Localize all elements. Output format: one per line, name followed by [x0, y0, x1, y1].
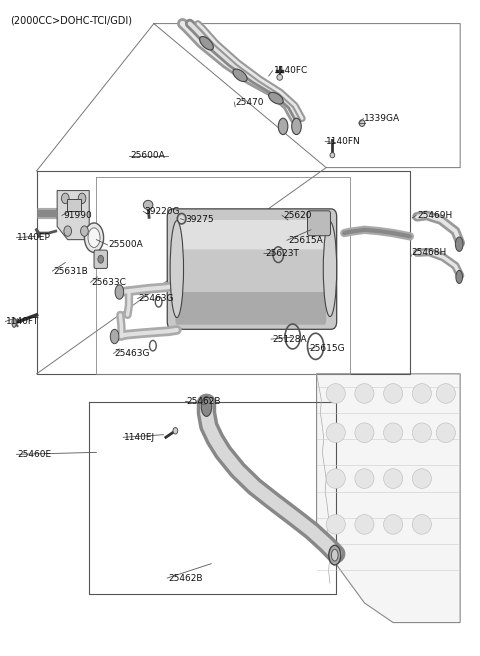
- Ellipse shape: [384, 384, 403, 403]
- Text: 25631B: 25631B: [53, 266, 88, 276]
- Circle shape: [61, 193, 69, 203]
- Text: (2000CC>DOHC-TCI/GDI): (2000CC>DOHC-TCI/GDI): [10, 15, 132, 25]
- Ellipse shape: [170, 220, 183, 318]
- Text: 1140EJ: 1140EJ: [124, 433, 156, 442]
- Ellipse shape: [412, 384, 432, 403]
- Ellipse shape: [200, 37, 214, 50]
- Ellipse shape: [115, 285, 124, 299]
- Text: 25469H: 25469H: [417, 211, 452, 220]
- Ellipse shape: [179, 216, 184, 222]
- Text: 1140EP: 1140EP: [17, 233, 51, 242]
- Ellipse shape: [173, 428, 178, 434]
- FancyBboxPatch shape: [175, 292, 326, 325]
- Text: 91990: 91990: [63, 211, 92, 220]
- Ellipse shape: [233, 69, 247, 81]
- Ellipse shape: [412, 469, 432, 488]
- Ellipse shape: [355, 514, 374, 534]
- Circle shape: [64, 226, 72, 236]
- Text: 25462B: 25462B: [168, 573, 203, 583]
- Ellipse shape: [88, 228, 100, 247]
- Text: 25468H: 25468H: [411, 248, 446, 257]
- Ellipse shape: [12, 318, 16, 327]
- Ellipse shape: [384, 514, 403, 534]
- Ellipse shape: [326, 469, 345, 488]
- Ellipse shape: [355, 469, 374, 488]
- Text: 39275: 39275: [185, 215, 214, 224]
- Ellipse shape: [384, 469, 403, 488]
- Ellipse shape: [412, 514, 432, 534]
- Ellipse shape: [326, 384, 345, 403]
- Text: 25633C: 25633C: [92, 277, 127, 287]
- Ellipse shape: [326, 514, 345, 534]
- Text: 25462B: 25462B: [186, 397, 221, 406]
- FancyBboxPatch shape: [67, 199, 81, 211]
- Text: 1339GA: 1339GA: [364, 114, 401, 123]
- Polygon shape: [57, 190, 89, 239]
- Ellipse shape: [384, 423, 403, 443]
- Ellipse shape: [359, 120, 365, 127]
- Ellipse shape: [144, 200, 153, 209]
- Ellipse shape: [84, 223, 104, 253]
- Text: 25615G: 25615G: [309, 344, 345, 354]
- Ellipse shape: [436, 423, 456, 443]
- FancyBboxPatch shape: [308, 211, 330, 236]
- Ellipse shape: [355, 423, 374, 443]
- Circle shape: [98, 255, 104, 263]
- Text: 25623T: 25623T: [265, 249, 299, 258]
- Text: 25600A: 25600A: [130, 152, 165, 160]
- Text: 39220G: 39220G: [144, 207, 180, 216]
- Ellipse shape: [269, 92, 283, 104]
- Text: 25620: 25620: [283, 211, 312, 220]
- Ellipse shape: [331, 549, 338, 561]
- FancyBboxPatch shape: [175, 220, 326, 249]
- Ellipse shape: [201, 397, 212, 417]
- Ellipse shape: [292, 118, 301, 134]
- Ellipse shape: [323, 222, 336, 317]
- Text: 1140FN: 1140FN: [326, 137, 361, 146]
- Text: 25615A: 25615A: [288, 236, 323, 245]
- Ellipse shape: [436, 384, 456, 403]
- FancyBboxPatch shape: [94, 250, 108, 268]
- Ellipse shape: [412, 423, 432, 443]
- Ellipse shape: [326, 423, 345, 443]
- Ellipse shape: [277, 74, 283, 80]
- Ellipse shape: [329, 545, 341, 565]
- Text: 1140FT: 1140FT: [6, 317, 40, 326]
- Ellipse shape: [330, 153, 335, 158]
- Text: 25460E: 25460E: [17, 450, 51, 459]
- Ellipse shape: [355, 384, 374, 403]
- Ellipse shape: [278, 118, 288, 134]
- Ellipse shape: [456, 270, 463, 283]
- Polygon shape: [317, 374, 460, 623]
- Circle shape: [81, 226, 88, 236]
- Text: 25463G: 25463G: [139, 294, 174, 303]
- Ellipse shape: [456, 237, 463, 251]
- Ellipse shape: [110, 329, 119, 344]
- Text: 25500A: 25500A: [108, 240, 143, 249]
- FancyBboxPatch shape: [167, 209, 336, 329]
- Circle shape: [78, 193, 86, 203]
- Text: 25470: 25470: [235, 98, 264, 107]
- Text: 25463G: 25463G: [115, 349, 150, 358]
- Text: 25128A: 25128A: [272, 335, 307, 344]
- Text: 1140FC: 1140FC: [274, 66, 308, 75]
